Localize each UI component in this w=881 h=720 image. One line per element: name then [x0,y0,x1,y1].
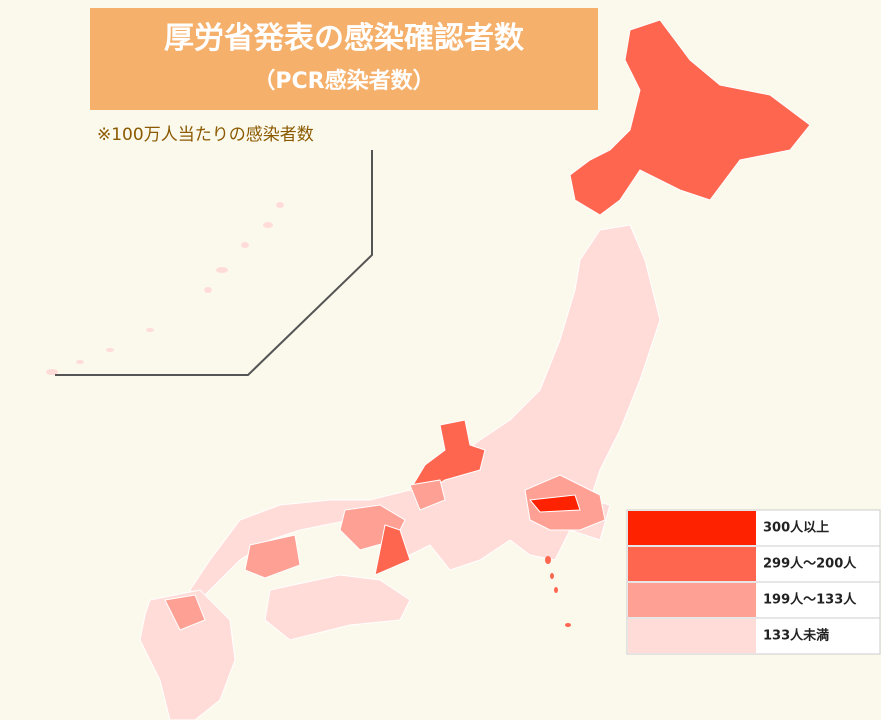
legend-swatch [628,583,756,617]
legend: 300人以上 299人～200人 199人～133人 133人未満 [626,509,881,655]
legend-swatch [628,619,756,653]
legend-label: 133人未満 [763,628,829,644]
fukuoka [164,594,206,631]
japan-map [46,19,811,720]
hokkaido [569,19,811,216]
tokyo [529,494,581,513]
hokuriku [409,419,486,496]
legend-label: 199人～133人 [763,592,857,608]
legend-label: 300人以上 [763,520,829,536]
subtitle: （PCR感染者数） [253,68,434,94]
kyushu [139,589,236,720]
note: ※100万人当たりの感染者数 [97,125,314,145]
osaka [374,524,411,576]
legend-swatch [628,547,756,581]
fukui [409,479,446,511]
title: 厚労省発表の感染確認者数 [164,21,525,56]
shikoku [264,574,411,641]
hiroshima [244,534,301,579]
legend-swatch [628,511,756,545]
legend-label: 299人～200人 [763,556,857,572]
izu-islands [545,556,571,627]
leader-line [55,150,373,376]
okinawa-islands [46,202,284,375]
title-box [90,8,598,110]
